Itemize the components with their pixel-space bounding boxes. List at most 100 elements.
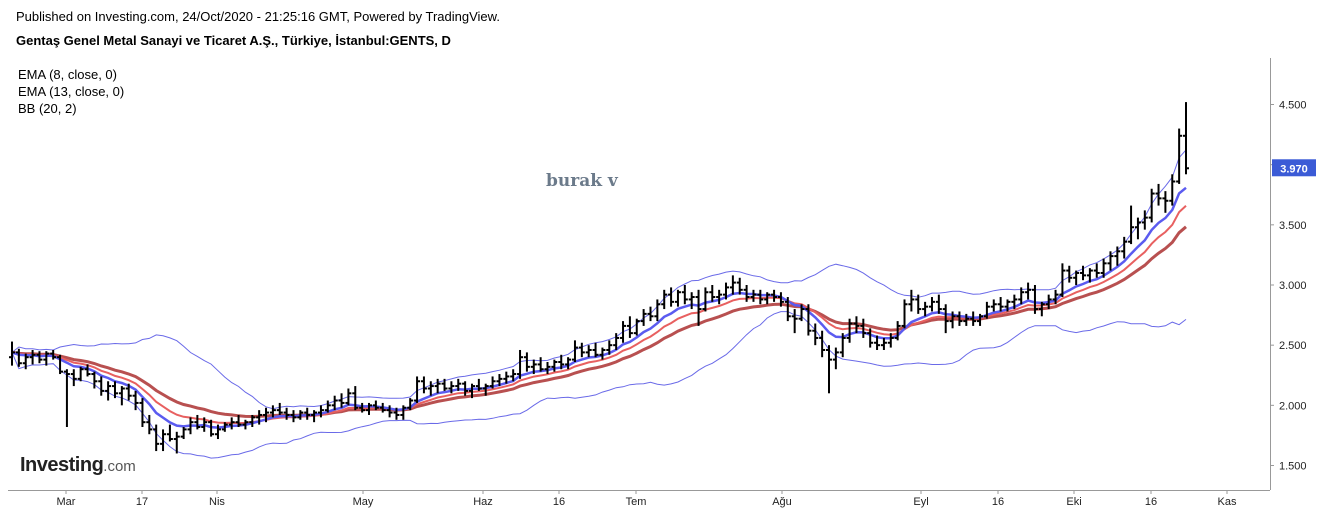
- bollinger-bands: [11, 149, 1187, 459]
- axes: 4.5004.0003.5003.0002.5002.0001.500Mar17…: [8, 58, 1316, 508]
- ohlc-bar: [1121, 236, 1128, 259]
- slow-ema-line: [11, 225, 1187, 419]
- ohlc-bar: [750, 289, 757, 302]
- ohlc-bar: [441, 378, 448, 391]
- author-label: burak v: [546, 171, 618, 191]
- legend-ema8[interactable]: EMA (8, close, 0): [18, 67, 117, 82]
- ohlc-bar: [743, 285, 750, 302]
- ohlc-bar: [283, 407, 290, 420]
- ohlc-bar: [242, 419, 249, 430]
- ohlc-bar: [393, 407, 400, 420]
- ohlc-bar: [125, 383, 132, 401]
- ohlc-bar: [874, 335, 881, 350]
- ohlc-bar: [983, 301, 990, 319]
- ohlc-bar: [880, 337, 887, 350]
- ohlc-bar: [256, 410, 263, 425]
- ohlc-bar: [317, 405, 324, 418]
- ohlc-bar: [654, 299, 661, 322]
- ohlc-bar: [523, 352, 530, 372]
- ohlc-bars: [9, 102, 1189, 454]
- ohlc-bar: [111, 381, 118, 399]
- ohlc-bar: [1169, 174, 1176, 206]
- ohlc-bar: [77, 366, 84, 382]
- y-tick-label: 2.500: [1279, 340, 1307, 352]
- ohlc-bar: [915, 294, 922, 314]
- ohlc-bar: [1093, 263, 1100, 278]
- x-tick-label: Tem: [626, 496, 647, 508]
- legend-bb[interactable]: BB (20, 2): [18, 101, 77, 116]
- ohlc-bar: [928, 297, 935, 312]
- ohlc-bar: [263, 407, 270, 423]
- ohlc-bar: [1148, 188, 1155, 223]
- ohlc-bar: [352, 386, 359, 411]
- ohlc-bar: [427, 381, 434, 396]
- ohlc-bar: [716, 289, 723, 305]
- x-tick-label: Haz: [473, 496, 493, 508]
- ohlc-bar: [221, 422, 228, 432]
- ohlc-bar: [304, 407, 311, 420]
- ohlc-bar: [846, 318, 853, 343]
- ohlc-bar: [194, 414, 201, 430]
- ohlc-bar: [43, 351, 50, 366]
- ohlc-bar: [860, 318, 867, 338]
- ohlc-bar: [537, 357, 544, 372]
- ohlc-bar: [228, 417, 235, 430]
- ema13-line: [11, 205, 1187, 425]
- ohlc-bar: [70, 369, 77, 387]
- ohlc-bar: [331, 395, 338, 411]
- ohlc-bar: [455, 378, 462, 391]
- ohlc-bar: [695, 289, 702, 326]
- ohlc-bar: [1018, 287, 1025, 305]
- ohlc-bar: [688, 292, 695, 310]
- ohlc-bar: [613, 333, 620, 350]
- published-notice: Published on Investing.com, 24/Oct/2020 …: [16, 9, 500, 24]
- ohlc-bar: [105, 381, 112, 401]
- ohlc-bar: [173, 431, 180, 454]
- ohlc-bar: [324, 400, 331, 413]
- legend-ema13[interactable]: EMA (13, close, 0): [18, 84, 125, 99]
- ohlc-bar: [1134, 217, 1141, 240]
- ohlc-bar: [963, 313, 970, 326]
- ohlc-bar: [956, 311, 963, 326]
- ohlc-bar: [723, 282, 730, 300]
- ohlc-bar: [1025, 282, 1032, 300]
- x-tick-label: Nis: [209, 496, 225, 508]
- ohlc-bar: [942, 304, 949, 334]
- ohlc-bar: [98, 376, 105, 396]
- ohlc-bar: [276, 402, 283, 415]
- ohlc-bar: [1045, 294, 1052, 310]
- y-tick-label: 2.000: [1279, 400, 1307, 412]
- ohlc-bar: [359, 402, 366, 413]
- ohlc-bar: [1038, 301, 1045, 317]
- ohlc-bar: [1052, 289, 1059, 305]
- ohlc-bar: [489, 376, 496, 389]
- ohlc-bar: [626, 316, 633, 338]
- ohlc-bar: [414, 376, 421, 403]
- ohlc-bar: [565, 357, 572, 370]
- ohlc-bar: [1114, 246, 1121, 266]
- ohlc-bar: [620, 321, 627, 343]
- ohlc-bar: [517, 349, 524, 379]
- ohlc-bar: [757, 289, 764, 305]
- ohlc-bar: [91, 371, 98, 389]
- ohlc-bar: [901, 299, 908, 329]
- ohlc-bar: [153, 424, 160, 452]
- ohlc-bar: [681, 285, 688, 305]
- ohlc-bar: [633, 318, 640, 336]
- x-tick-label: Eki: [1066, 496, 1081, 508]
- ohlc-bar: [530, 359, 537, 375]
- ohlc-bar: [1031, 285, 1038, 314]
- ohlc-bar: [922, 301, 929, 317]
- ohlc-bar: [647, 306, 654, 322]
- ohlc-bar: [832, 347, 839, 370]
- ohlc-bar: [1086, 268, 1093, 283]
- ohlc-bar: [764, 292, 771, 305]
- ohlc-bar: [400, 405, 407, 420]
- ohlc-bar: [1128, 205, 1135, 245]
- ema-lines: [11, 186, 1187, 429]
- ohlc-bar: [468, 383, 475, 399]
- ohlc-bar: [482, 383, 489, 396]
- bb-lower-line: [11, 311, 1187, 459]
- x-tick-label: Ağu: [772, 496, 792, 508]
